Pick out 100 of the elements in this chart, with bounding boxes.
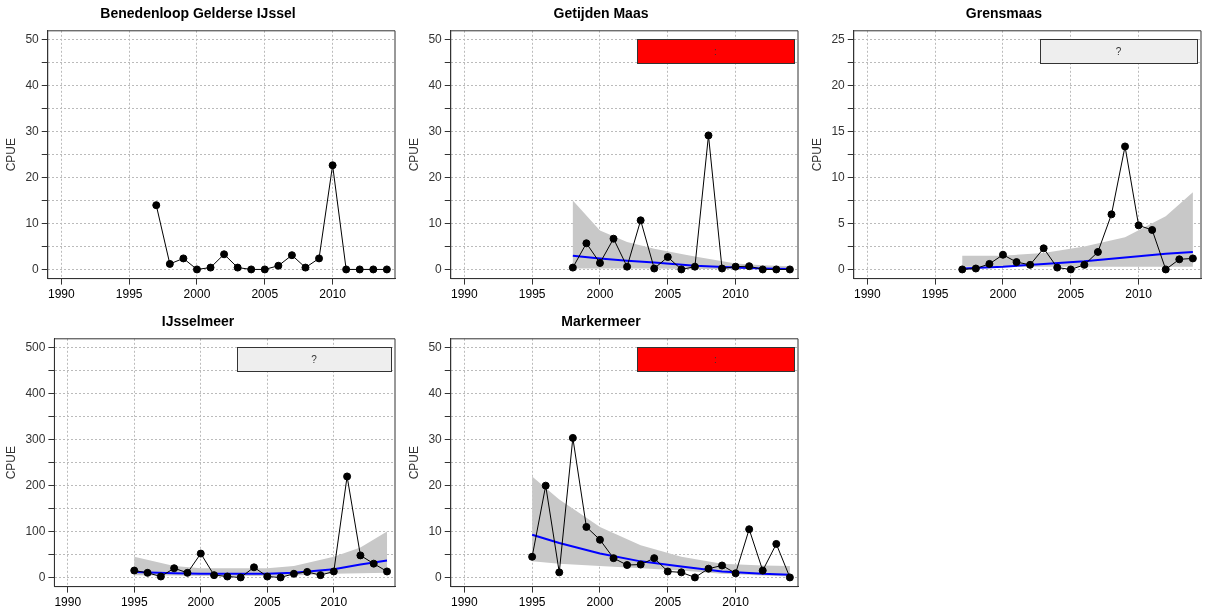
point <box>383 567 392 576</box>
y-tick-label: 5 <box>838 215 846 230</box>
point <box>276 573 285 582</box>
x-tick-label: 2000 <box>989 287 1017 302</box>
y-tick-label: 400 <box>25 386 46 401</box>
point <box>192 265 201 274</box>
point <box>528 552 537 561</box>
x-tick-label: 2010 <box>320 595 348 610</box>
point <box>156 572 165 581</box>
point <box>772 265 781 274</box>
y-tick-label: 20 <box>831 78 846 93</box>
point <box>1039 244 1048 253</box>
point <box>206 263 215 272</box>
point <box>355 265 364 274</box>
point <box>301 263 310 272</box>
point <box>650 554 659 563</box>
point <box>731 569 740 578</box>
point <box>1188 254 1197 263</box>
y-axis-title: CPUE <box>406 446 421 480</box>
x-tick-label: 1995 <box>120 595 148 610</box>
point <box>152 201 161 210</box>
point <box>236 573 245 582</box>
point <box>663 567 672 576</box>
annotation: ? <box>311 354 317 366</box>
x-tick-label: 1990 <box>853 287 881 302</box>
label-box: : <box>636 39 795 65</box>
y-tick-label: 20 <box>428 477 443 492</box>
point <box>785 265 794 274</box>
x-tick-label: 2010 <box>722 287 750 302</box>
x-tick-label: 2005 <box>253 595 281 610</box>
y-tick-label: 20 <box>428 169 443 184</box>
point <box>1012 258 1021 267</box>
point <box>555 568 564 577</box>
point <box>595 535 604 544</box>
point <box>595 259 604 267</box>
annotation: : <box>714 354 717 366</box>
y-axis-title: CPUE <box>406 138 421 172</box>
point <box>210 571 219 580</box>
point <box>1148 225 1157 234</box>
y-tick-label: 10 <box>428 215 443 230</box>
point <box>718 561 727 570</box>
point <box>772 539 781 548</box>
point <box>758 566 767 575</box>
y-tick-label: 0 <box>435 569 443 584</box>
x-tick-label: 2000 <box>187 595 215 610</box>
y-tick-label: 40 <box>428 78 443 93</box>
x-tick-label: 2005 <box>654 287 682 302</box>
y-axis-title: CPUE <box>3 138 18 172</box>
chart-title: IJsselmeer <box>161 313 235 330</box>
point <box>985 259 994 268</box>
point <box>636 216 645 225</box>
annotation: : <box>714 46 717 58</box>
y-tick-label: 30 <box>25 124 40 139</box>
y-tick-label: 0 <box>435 261 443 276</box>
point <box>233 263 242 272</box>
point <box>1121 142 1130 151</box>
y-tick-label: 10 <box>428 523 443 538</box>
point <box>260 265 269 274</box>
point <box>636 560 645 569</box>
point <box>582 239 591 248</box>
point <box>704 564 713 573</box>
point <box>329 567 338 576</box>
x-tick-label: 1990 <box>450 287 478 302</box>
y-tick-label: 30 <box>428 432 443 447</box>
y-tick-label: 50 <box>428 340 443 355</box>
x-tick-label: 2000 <box>586 287 614 302</box>
x-tick-label: 2010 <box>1125 287 1153 302</box>
point <box>958 265 967 274</box>
point <box>745 525 754 534</box>
x-tick-label: 2010 <box>319 287 347 302</box>
point <box>179 254 188 263</box>
label-box: ? <box>1039 39 1198 65</box>
point <box>690 262 699 271</box>
x-tick-label: 2000 <box>586 595 614 610</box>
point <box>1175 255 1184 264</box>
point <box>609 234 618 243</box>
x-tick-label: 2005 <box>1057 287 1085 302</box>
point <box>1026 260 1035 269</box>
y-tick-label: 300 <box>25 432 46 447</box>
point <box>663 253 672 262</box>
y-tick-label: 20 <box>25 169 40 184</box>
point <box>343 472 352 481</box>
chart-title: Markermeer <box>561 313 642 330</box>
point <box>1066 265 1075 274</box>
point <box>342 265 351 274</box>
x-tick-label: 2010 <box>722 595 750 610</box>
point <box>623 561 632 570</box>
point <box>287 251 296 260</box>
y-tick-label: 50 <box>25 32 40 47</box>
point <box>758 265 767 274</box>
x-tick-label: 1990 <box>450 595 478 610</box>
y-axis-title: CPUE <box>809 138 824 172</box>
point <box>785 573 794 582</box>
y-tick-label: 25 <box>831 32 846 47</box>
point <box>1134 221 1143 230</box>
point <box>623 262 632 271</box>
point <box>582 522 591 531</box>
point <box>130 566 139 575</box>
chart-title: Grensmaas <box>965 5 1043 22</box>
point <box>356 551 365 560</box>
